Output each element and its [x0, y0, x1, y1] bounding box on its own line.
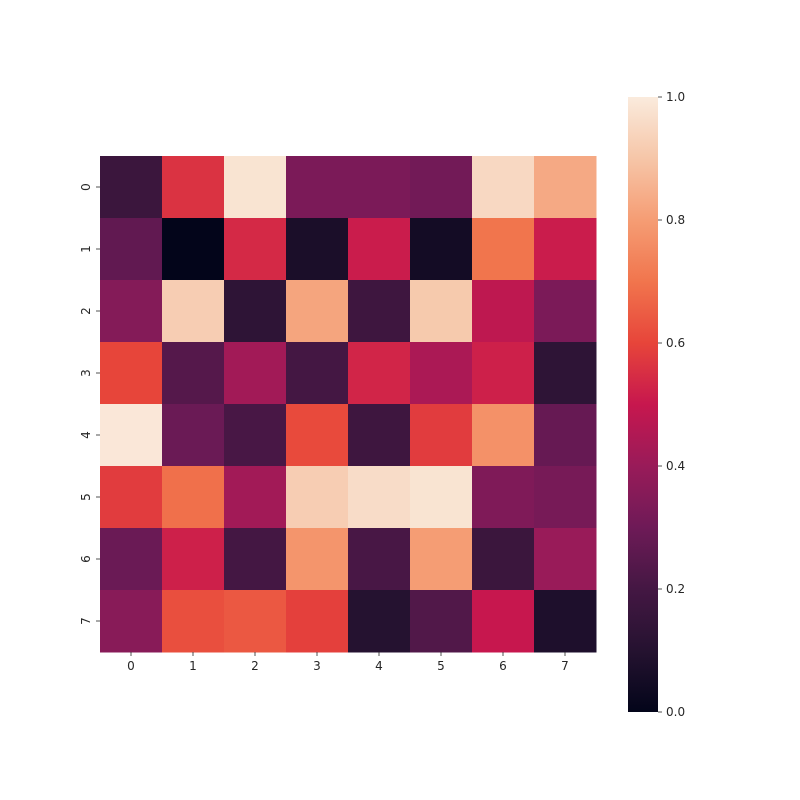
heatmap-cell-r1-c2 — [224, 218, 287, 281]
heatmap-cell-r4-c1 — [162, 404, 225, 467]
heatmap-cell-r1-c0 — [100, 218, 163, 281]
heatmap-cell-r2-c3 — [286, 280, 349, 343]
heatmap-cell-r5-c1 — [162, 466, 225, 529]
x-tick-label: 6 — [499, 659, 507, 673]
heatmap-cell-r4-c7 — [534, 404, 597, 467]
heatmap-cell-r2-c6 — [472, 280, 535, 343]
heatmap-cell-r0-c2 — [224, 156, 287, 219]
heatmap-cell-r0-c6 — [472, 156, 535, 219]
heatmap-cell-r2-c5 — [410, 280, 473, 343]
heatmap-cell-r3-c3 — [286, 342, 349, 405]
heatmap-cell-r6-c7 — [534, 528, 597, 591]
heatmap-cell-r2-c7 — [534, 280, 597, 343]
heatmap-cell-r5-c5 — [410, 466, 473, 529]
y-tick-label: 7 — [79, 617, 93, 625]
heatmap-cell-r1-c3 — [286, 218, 349, 281]
heatmap-cell-r7-c1 — [162, 590, 225, 653]
heatmap-cell-r1-c1 — [162, 218, 225, 281]
heatmap-cell-r3-c4 — [348, 342, 411, 405]
heatmap-cell-r3-c0 — [100, 342, 163, 405]
colorbar-tick-label: 0.6 — [666, 336, 685, 350]
heatmap-cell-r0-c1 — [162, 156, 225, 219]
heatmap-cell-r4-c2 — [224, 404, 287, 467]
heatmap-cell-r5-c7 — [534, 466, 597, 529]
colorbar-axis: 0.0 0.2 0.4 0.6 0.8 1.0 — [658, 90, 685, 719]
colorbar-tick-label: 1.0 — [666, 90, 685, 104]
heatmap-cell-r7-c0 — [100, 590, 163, 653]
y-tick-label: 2 — [79, 307, 93, 315]
heatmap-cell-r1-c4 — [348, 218, 411, 281]
heatmap-cell-r6-c1 — [162, 528, 225, 591]
heatmap-cell-r5-c3 — [286, 466, 349, 529]
heatmap-cell-r2-c4 — [348, 280, 411, 343]
heatmap-cell-r7-c7 — [534, 590, 597, 653]
y-tick-label: 5 — [79, 493, 93, 501]
heatmap-cell-r3-c5 — [410, 342, 473, 405]
heatmap-cell-r5-c6 — [472, 466, 535, 529]
x-axis: 0 1 2 3 4 5 6 7 — [127, 652, 569, 673]
heatmap-cell-r0-c4 — [348, 156, 411, 219]
heatmap-cell-r6-c3 — [286, 528, 349, 591]
colorbar-tick-label: 0.4 — [666, 459, 685, 473]
heatmap-cell-r0-c0 — [100, 156, 163, 219]
x-tick-label: 3 — [313, 659, 321, 673]
y-tick-label: 3 — [79, 369, 93, 377]
heatmap-cell-r7-c4 — [348, 590, 411, 653]
heatmap-cell-r7-c3 — [286, 590, 349, 653]
heatmap-cell-r5-c0 — [100, 466, 163, 529]
x-tick-label: 7 — [561, 659, 569, 673]
heatmap-cell-r0-c3 — [286, 156, 349, 219]
heatmap-cell-r0-c5 — [410, 156, 473, 219]
x-tick-label: 5 — [437, 659, 445, 673]
x-tick-label: 4 — [375, 659, 383, 673]
colorbar-gradient — [628, 97, 658, 712]
heatmap-cell-r7-c2 — [224, 590, 287, 653]
colorbar-tick-label: 0.2 — [666, 582, 685, 596]
heatmap-cell-r4-c3 — [286, 404, 349, 467]
heatmap-cell-r1-c6 — [472, 218, 535, 281]
heatmap-cell-r6-c4 — [348, 528, 411, 591]
heatmap-cell-r6-c0 — [100, 528, 163, 591]
x-tick-label: 1 — [189, 659, 197, 673]
heatmap-cell-r4-c0 — [100, 404, 163, 467]
heatmap-cell-r5-c4 — [348, 466, 411, 529]
heatmap-cell-r5-c2 — [224, 466, 287, 529]
heatmap-cell-r7-c5 — [410, 590, 473, 653]
heatmap-cell-r4-c6 — [472, 404, 535, 467]
colorbar-tick-label: 0.0 — [666, 705, 685, 719]
y-tick-label: 1 — [79, 245, 93, 253]
heatmap-cell-r3-c6 — [472, 342, 535, 405]
heatmap-cell-r2-c1 — [162, 280, 225, 343]
heatmap-cell-r2-c0 — [100, 280, 163, 343]
heatmap-cell-r6-c6 — [472, 528, 535, 591]
heatmap-cell-r3-c1 — [162, 342, 225, 405]
x-tick-label: 2 — [251, 659, 259, 673]
heatmap-cell-r4-c4 — [348, 404, 411, 467]
heatmap-cell-r3-c7 — [534, 342, 597, 405]
y-tick-label: 4 — [79, 431, 93, 439]
heatmap-cell-r1-c5 — [410, 218, 473, 281]
heatmap-cell-r1-c7 — [534, 218, 597, 281]
x-tick-label: 0 — [127, 659, 135, 673]
y-tick-label: 6 — [79, 555, 93, 563]
heatmap-cell-r6-c2 — [224, 528, 287, 591]
heatmap-cell-r4-c5 — [410, 404, 473, 467]
heatmap-cell-r6-c5 — [410, 528, 473, 591]
heatmap-cell-r3-c2 — [224, 342, 287, 405]
heatmap-cells — [100, 156, 597, 653]
y-tick-label: 0 — [79, 183, 93, 191]
heatmap-cell-r2-c2 — [224, 280, 287, 343]
heatmap-cell-r7-c6 — [472, 590, 535, 653]
colorbar: 0.0 0.2 0.4 0.6 0.8 1.0 — [628, 90, 685, 719]
heatmap-cell-r0-c7 — [534, 156, 597, 219]
y-axis: 0 1 2 3 4 5 6 7 — [79, 183, 100, 625]
colorbar-tick-label: 0.8 — [666, 213, 685, 227]
